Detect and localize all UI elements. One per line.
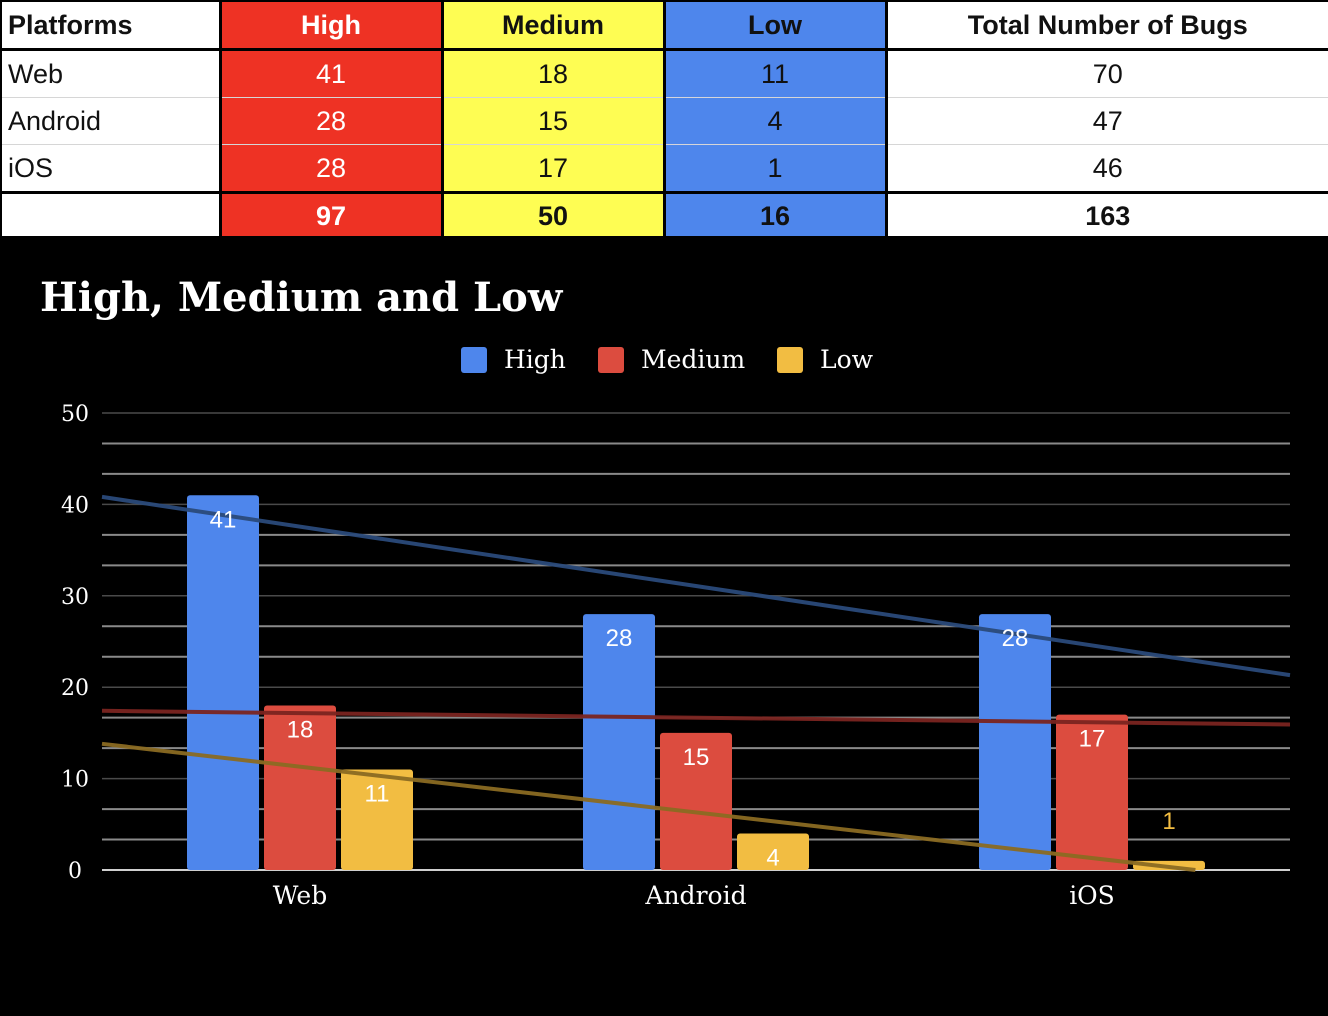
medium-count: 15	[440, 97, 664, 145]
y-tick-label: 0	[68, 859, 82, 884]
chart-legend: High Medium Low	[461, 345, 874, 374]
legend-swatch-medium	[598, 347, 624, 373]
chart-panel: High, Medium and Low High Medium Low 41 18 1…	[0, 236, 1328, 1016]
chart-title: High, Medium and Low	[40, 274, 564, 321]
trendline-high	[101, 494, 1291, 678]
platform-name: Android	[0, 97, 220, 145]
total-count: 47	[884, 97, 1328, 145]
legend-label: Medium	[641, 345, 745, 374]
low-count: 1	[662, 144, 886, 193]
bar-low	[737, 833, 809, 870]
table-row: iOS 28 17 1 46	[0, 144, 1328, 193]
y-tick-label: 10	[61, 768, 89, 793]
trendline-low	[101, 741, 1196, 872]
high-total: 97	[218, 191, 442, 240]
data-label: 17	[1079, 726, 1106, 753]
bar-medium	[264, 705, 336, 870]
header-platforms: Platforms	[0, 0, 220, 51]
total-count: 70	[884, 49, 1328, 98]
chart-trendlines	[101, 494, 1291, 872]
data-label: 28	[1002, 625, 1029, 652]
bar-medium	[660, 732, 732, 870]
medium-count: 17	[440, 144, 664, 193]
bar-high	[187, 495, 259, 870]
data-label: 18	[287, 716, 314, 743]
trendline-medium	[101, 708, 1291, 727]
medium-count: 18	[440, 49, 664, 98]
medium-total: 50	[440, 191, 664, 240]
legend-swatch-high	[461, 347, 487, 373]
legend-swatch-low	[777, 347, 803, 373]
header-high: High	[218, 0, 442, 51]
header-low: Low	[662, 0, 886, 51]
low-count: 11	[662, 49, 886, 98]
legend-label: High	[504, 345, 566, 374]
bug-summary-table: Platforms High Medium Low Total Number o…	[0, 0, 1328, 240]
x-category-label: Web	[273, 881, 327, 910]
x-category-label: iOS	[1069, 881, 1115, 910]
data-label: 1	[1162, 808, 1175, 835]
header-total: Total Number of Bugs	[884, 0, 1328, 51]
y-tick-label: 20	[61, 676, 89, 701]
platform-name: iOS	[0, 144, 220, 193]
chart-data-labels: 41 18 11 28 15 4 28 17 1	[210, 506, 1176, 871]
table-row: Android 28 15 4 47	[0, 97, 1328, 145]
y-tick-label: 30	[61, 585, 89, 610]
low-total: 16	[662, 191, 886, 240]
chart-axes: 0 10 20 30 40 50 Web Android iOS	[61, 402, 1115, 910]
data-label: 11	[365, 780, 390, 807]
header-medium: Medium	[440, 0, 664, 51]
totals-label	[0, 191, 220, 240]
bar-high	[583, 614, 655, 870]
grand-total: 163	[884, 191, 1328, 240]
high-count: 28	[218, 97, 442, 145]
table-row: Web 41 18 11 70	[0, 49, 1328, 98]
legend-label: Low	[820, 345, 874, 374]
bar-high	[979, 614, 1051, 870]
chart-bars	[187, 495, 1205, 870]
bar-medium	[1056, 714, 1128, 870]
bug-severity-chart: High, Medium and Low High Medium Low 41181…	[40, 274, 1291, 910]
bar-low	[341, 769, 413, 870]
data-label: 41	[210, 506, 237, 533]
high-count: 41	[218, 49, 442, 98]
data-label: 4	[766, 844, 779, 871]
table-header-row: Platforms High Medium Low Total Number o…	[0, 0, 1328, 51]
data-label: 28	[606, 625, 633, 652]
x-category-label: Android	[644, 881, 746, 910]
low-count: 4	[662, 97, 886, 145]
high-count: 28	[218, 144, 442, 193]
y-tick-label: 40	[61, 493, 89, 518]
platform-name: Web	[0, 49, 220, 98]
y-tick-label: 50	[61, 402, 89, 427]
total-count: 46	[884, 144, 1328, 193]
totals-row: 97 50 16 163	[0, 191, 1328, 240]
data-label: 15	[683, 744, 710, 771]
